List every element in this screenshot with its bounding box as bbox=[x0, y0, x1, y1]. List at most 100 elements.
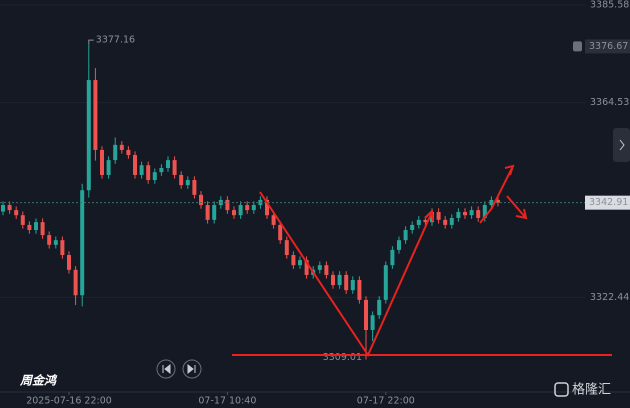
candle-body bbox=[390, 249, 395, 266]
logo: 格隆汇 bbox=[572, 382, 611, 398]
candle-body bbox=[126, 149, 131, 156]
candle-body bbox=[489, 199, 494, 206]
candle-body bbox=[443, 219, 448, 225]
candle-body bbox=[496, 199, 500, 203]
candle-body bbox=[27, 224, 32, 231]
candle-body bbox=[185, 180, 190, 186]
v-pattern bbox=[259, 191, 433, 358]
candle-body bbox=[106, 160, 111, 175]
candle-body bbox=[397, 240, 401, 250]
next-button[interactable] bbox=[182, 359, 202, 379]
candle-body bbox=[284, 240, 289, 256]
candle-body bbox=[60, 240, 65, 256]
candle-body bbox=[370, 315, 375, 330]
low-label: 3309.01 bbox=[323, 352, 362, 363]
candle-body bbox=[67, 255, 71, 270]
candle-body bbox=[245, 205, 250, 211]
candle-body bbox=[383, 265, 388, 300]
high-pointer bbox=[88, 39, 94, 45]
candle-body bbox=[212, 205, 217, 220]
candle-body bbox=[317, 265, 322, 270]
candle-body bbox=[166, 160, 170, 168]
candle-body bbox=[232, 210, 236, 216]
candle-body bbox=[238, 205, 243, 216]
high-label: 3377.16 bbox=[96, 35, 135, 46]
candle-body bbox=[251, 205, 256, 211]
candle-body bbox=[80, 190, 85, 296]
candle-body bbox=[14, 210, 19, 216]
y-tick-label: 3364.53 bbox=[590, 97, 629, 108]
price-marker-box bbox=[585, 39, 630, 54]
down-arrow-head bbox=[515, 208, 528, 220]
candle-body bbox=[350, 280, 355, 291]
candle-body bbox=[469, 210, 474, 216]
candle-body bbox=[192, 180, 197, 195]
candle-body bbox=[100, 149, 104, 175]
candle-body bbox=[199, 194, 203, 206]
candle-body bbox=[119, 144, 124, 150]
prev-icon bbox=[162, 363, 171, 375]
candle-body bbox=[449, 217, 454, 225]
candle-body bbox=[324, 265, 329, 275]
price-marker-label: 3376.67 bbox=[589, 41, 628, 52]
candle-body bbox=[73, 269, 78, 296]
annotations bbox=[232, 164, 612, 358]
x-tick-label: 07-17 10:40 bbox=[198, 396, 256, 407]
watermark: 周金鸿 bbox=[19, 374, 58, 388]
candle-body bbox=[146, 165, 151, 181]
candle-body bbox=[1, 205, 5, 212]
prev-button[interactable] bbox=[156, 359, 176, 379]
up-arrow-head bbox=[504, 164, 515, 176]
candle-body bbox=[47, 235, 52, 245]
candle-body bbox=[357, 280, 362, 300]
candle-body bbox=[456, 211, 461, 218]
candle-body bbox=[463, 211, 467, 216]
candle-body bbox=[291, 255, 296, 266]
candle-body bbox=[34, 222, 38, 231]
x-tick-label: 2025-07-16 22:00 bbox=[26, 396, 112, 407]
candle-body bbox=[476, 210, 481, 218]
y-tick-label: 3322.44 bbox=[590, 292, 629, 303]
y-tick-label: 3385.58 bbox=[590, 0, 629, 11]
candle-body bbox=[152, 172, 157, 181]
candle-body bbox=[7, 205, 12, 211]
candle-body bbox=[205, 205, 210, 220]
next-icon bbox=[187, 363, 196, 375]
up-arrow bbox=[479, 167, 513, 224]
playback-controls bbox=[156, 359, 202, 379]
candle-body bbox=[337, 274, 342, 286]
chevron bbox=[619, 139, 625, 151]
candle-body bbox=[482, 205, 487, 218]
candle-body bbox=[159, 168, 164, 173]
candle-body bbox=[172, 160, 177, 175]
candle-body bbox=[416, 219, 421, 225]
x-tick-label: 07-17 22:00 bbox=[357, 396, 415, 407]
candle-body bbox=[265, 199, 269, 216]
logo-icon bbox=[554, 382, 569, 397]
down-arrow bbox=[506, 195, 526, 218]
candle-body bbox=[304, 260, 309, 275]
side-toggle[interactable] bbox=[613, 128, 630, 162]
last-price-label: 3342.91 bbox=[589, 197, 628, 208]
candle-body bbox=[179, 174, 184, 186]
v-arrow-head bbox=[424, 208, 434, 222]
candle-body bbox=[364, 299, 368, 330]
candle-body bbox=[133, 155, 137, 175]
candle-body bbox=[20, 215, 25, 225]
price-marker-icon bbox=[573, 41, 582, 52]
candle-body bbox=[298, 260, 302, 266]
candle-body bbox=[344, 274, 349, 291]
candle-body bbox=[86, 80, 91, 191]
candle-body bbox=[436, 211, 441, 220]
candle-body bbox=[271, 215, 276, 225]
candle-body bbox=[331, 274, 335, 286]
candle-body bbox=[278, 224, 283, 241]
candle-body bbox=[113, 144, 118, 161]
candle-body bbox=[93, 80, 98, 150]
candle-body bbox=[410, 224, 415, 231]
candle-body bbox=[403, 230, 408, 241]
candle-body bbox=[139, 165, 144, 175]
candle-body bbox=[423, 219, 428, 223]
